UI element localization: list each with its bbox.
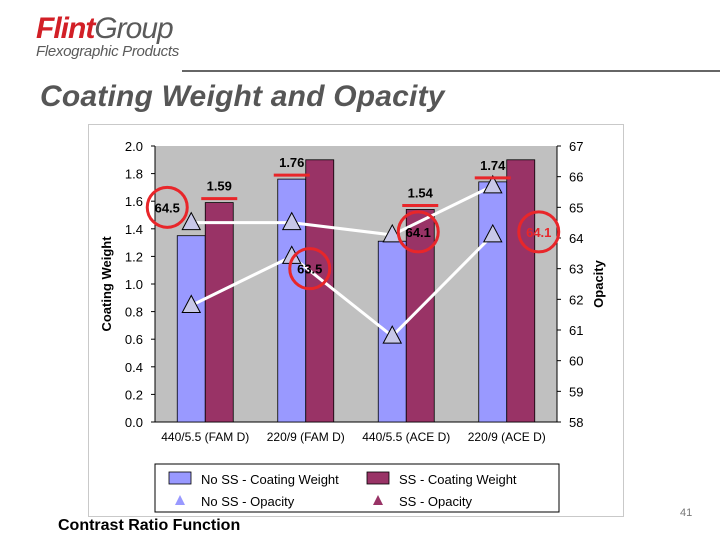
category-label: 440/5.5 (FAM D) — [161, 430, 249, 444]
left-tick-label: 1.6 — [125, 194, 143, 209]
right-tick-label: 64 — [569, 231, 583, 246]
circled-opacity-label: 63.5 — [297, 262, 322, 277]
logo-flint-text: Flint — [36, 12, 95, 45]
left-tick-label: 1.4 — [125, 222, 143, 237]
category-label: 220/9 (FAM D) — [267, 430, 345, 444]
left-tick-label: 1.2 — [125, 249, 143, 264]
circled-opacity-label: 64.1 — [526, 225, 551, 240]
ss-opacity-marker — [382, 223, 403, 243]
no-ss-opacity-marker — [181, 294, 202, 313]
ss-opacity-marker — [281, 211, 302, 231]
highlight-circle — [396, 210, 440, 254]
legend-entry-label: No SS - Coating Weight — [201, 472, 339, 487]
legend-swatch-ss-bar — [366, 471, 390, 485]
right-tick-label: 60 — [569, 354, 583, 369]
legend-entry-label: No SS - Opacity — [201, 494, 295, 509]
ss-opacity-marker — [181, 211, 202, 231]
flint-group-logo: FlintGroup Flexographic Products — [36, 12, 179, 60]
right-tick-label: 63 — [569, 262, 583, 277]
ss-coating-bar — [204, 202, 234, 423]
legend-box — [154, 463, 560, 513]
highlight-circle — [517, 210, 561, 254]
no-ss-coating-bar — [176, 235, 206, 423]
left-tick-label: 1.0 — [125, 277, 143, 292]
slide-title: Coating Weight and Opacity — [40, 80, 445, 113]
right-tick-label: 67 — [569, 139, 583, 154]
circled-opacity-label: 64.1 — [406, 225, 431, 240]
left-tick-label: 0.6 — [125, 332, 143, 347]
left-tick-label: 0.0 — [125, 415, 143, 430]
logo-group-text: Group — [94, 12, 173, 45]
left-tick-label: 0.8 — [125, 305, 143, 320]
left-tick-label: 0.2 — [125, 387, 143, 402]
no-ss-opacity-line — [190, 233, 494, 339]
left-axis-title: Coating Weight — [99, 236, 114, 332]
legend-marker-no-ss-opacity — [175, 495, 185, 505]
right-tick-label: 58 — [569, 415, 583, 430]
right-tick-label: 65 — [569, 200, 583, 215]
ss-opacity-marker — [482, 174, 503, 194]
header-rule — [182, 70, 720, 72]
chart-frame: 0.0 0.2 0.4 0.6 0.8 1.0 1.2 1.4 1.6 1.8 2.0 58 59 60 6… — [88, 124, 624, 517]
circled-opacity-label: 64.5 — [155, 200, 180, 215]
right-tick-label: 62 — [569, 292, 583, 307]
legend-marker-ss-opacity — [373, 495, 383, 505]
footer-text: Contrast Ratio Function — [58, 517, 241, 534]
right-tick-label: 59 — [569, 384, 583, 399]
combo-chart: 0.0 0.2 0.4 0.6 0.8 1.0 1.2 1.4 1.6 1.8 2.0 58 59 60 6… — [99, 139, 606, 513]
right-tick-label: 61 — [569, 323, 583, 338]
no-ss-opacity-marker — [382, 325, 403, 344]
right-axis-title: Opacity — [591, 259, 606, 307]
no-ss-opacity-marker — [482, 223, 503, 243]
highlight-circle — [288, 247, 332, 291]
legend-entry-label: SS - Opacity — [399, 494, 472, 509]
no-ss-coating-bar — [478, 181, 508, 423]
left-tick-label: 1.8 — [125, 167, 143, 182]
ss-coating-bar — [506, 159, 536, 423]
logo-subtitle: Flexographic Products — [36, 43, 179, 60]
highlight-circle — [145, 185, 189, 229]
left-tick-label: 0.4 — [125, 360, 143, 375]
right-tick-label: 66 — [569, 170, 583, 185]
bar-value-label: 1.59 — [207, 179, 232, 194]
category-label: 220/9 (ACE D) — [468, 430, 546, 444]
category-label: 440/5.5 (ACE D) — [362, 430, 450, 444]
ss-coating-bar — [305, 159, 335, 423]
legend-entry-label: SS - Coating Weight — [399, 472, 517, 487]
legend-swatch-no-ss-bar — [168, 471, 192, 485]
bar-value-label: 1.76 — [279, 155, 304, 170]
ss-opacity-line — [191, 184, 494, 237]
bar-value-label: 1.54 — [408, 185, 434, 200]
page-number: 41 — [680, 507, 693, 519]
left-tick-label: 2.0 — [125, 139, 143, 154]
bar-value-label: 1.74 — [480, 158, 506, 173]
